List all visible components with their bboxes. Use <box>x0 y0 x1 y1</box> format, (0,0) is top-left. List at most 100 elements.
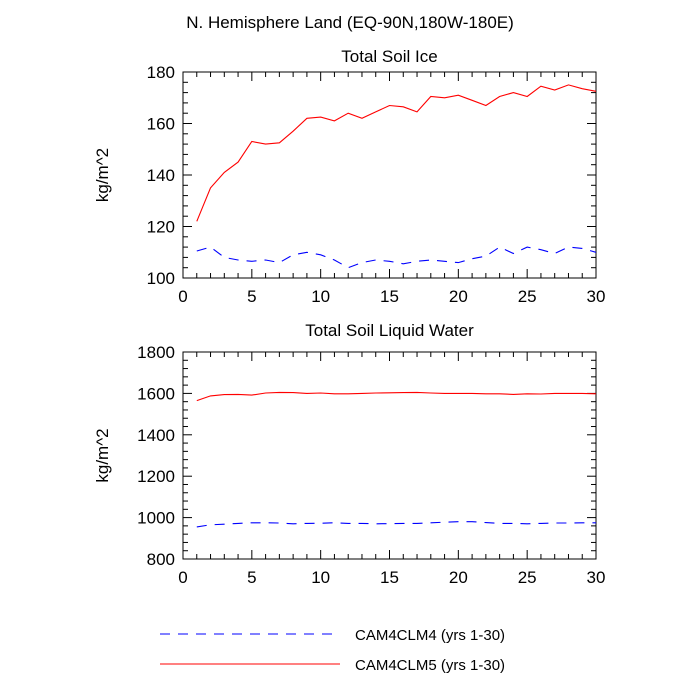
data-point <box>348 267 349 268</box>
data-point <box>472 100 473 101</box>
y-tick-label: 160 <box>147 115 175 134</box>
data-point <box>306 252 307 253</box>
data-point <box>265 144 266 145</box>
data-point <box>485 105 486 106</box>
data-point <box>416 111 417 112</box>
data-point <box>334 259 335 260</box>
panel-title: Total Soil Ice <box>341 47 437 66</box>
data-point <box>403 523 404 524</box>
data-point <box>196 221 197 222</box>
data-point <box>444 393 445 394</box>
series-line-cam4clm5 <box>196 391 597 402</box>
data-point <box>595 252 596 253</box>
data-point <box>554 89 555 90</box>
data-point <box>458 393 459 394</box>
data-point <box>527 523 528 524</box>
data-point <box>430 522 431 523</box>
data-point <box>513 523 514 524</box>
data-point <box>430 392 431 393</box>
data-point <box>540 393 541 394</box>
data-point <box>293 131 294 132</box>
data-point <box>279 392 280 393</box>
data-point <box>224 394 225 395</box>
data-point <box>513 394 514 395</box>
legend: CAM4CLM4 (yrs 1-30) CAM4CLM5 (yrs 1-30) <box>160 627 505 674</box>
data-point <box>568 522 569 523</box>
data-point <box>540 249 541 250</box>
data-point <box>444 522 445 523</box>
data-point <box>403 392 404 393</box>
plot-frame <box>182 71 597 279</box>
data-point <box>265 392 266 393</box>
data-point <box>210 524 211 525</box>
data-point <box>389 105 390 106</box>
data-point <box>582 522 583 523</box>
data-point <box>485 256 486 257</box>
data-point <box>293 523 294 524</box>
data-point <box>513 92 514 93</box>
data-point <box>251 141 252 142</box>
data-point <box>499 96 500 97</box>
data-point <box>306 523 307 524</box>
data-point <box>582 88 583 89</box>
panel-title: Total Soil Liquid Water <box>305 321 474 340</box>
figure-title: N. Hemisphere Land (EQ-90N,180W-180E) <box>186 13 514 32</box>
data-point <box>416 392 417 393</box>
data-point <box>527 247 528 248</box>
data-point <box>210 247 211 248</box>
data-point <box>224 257 225 258</box>
data-point <box>196 250 197 251</box>
data-point <box>361 262 362 263</box>
data-point <box>430 96 431 97</box>
data-point <box>334 120 335 121</box>
y-tick-label: 120 <box>147 218 175 237</box>
data-point <box>293 254 294 255</box>
data-point <box>196 400 197 401</box>
legend-label-cam4clm4: CAM4CLM4 (yrs 1-30) <box>355 627 505 644</box>
data-point <box>224 172 225 173</box>
data-point <box>444 97 445 98</box>
data-point <box>293 392 294 393</box>
data-point <box>554 253 555 254</box>
x-tick-label: 0 <box>178 568 187 587</box>
data-point <box>237 394 238 395</box>
data-point <box>251 522 252 523</box>
data-point <box>237 259 238 260</box>
data-point <box>334 393 335 394</box>
data-point <box>306 393 307 394</box>
series-line-cam4clm5 <box>196 84 597 222</box>
x-tick-label: 0 <box>178 287 187 306</box>
x-tick-label: 30 <box>587 287 606 306</box>
data-point <box>472 521 473 522</box>
plot-frame <box>182 351 597 560</box>
x-tick-label: 5 <box>247 287 256 306</box>
data-point <box>348 113 349 114</box>
data-point <box>595 91 596 92</box>
x-tick-label: 20 <box>449 568 468 587</box>
data-point <box>595 522 596 523</box>
x-tick-label: 15 <box>380 568 399 587</box>
x-tick-label: 10 <box>311 287 330 306</box>
data-point <box>237 162 238 163</box>
panel-total-soil-ice: Total Soil Ice 0 5 10 15 20 25 30 100 120 140 160 18… <box>93 47 605 306</box>
data-point <box>554 522 555 523</box>
y-tick-label: 100 <box>147 269 175 288</box>
y-tick-label: 180 <box>147 63 175 82</box>
data-point <box>416 261 417 262</box>
x-tick-label: 20 <box>449 287 468 306</box>
data-point <box>499 523 500 524</box>
y-axis-label: kg/m^2 <box>93 148 112 202</box>
data-point <box>416 523 417 524</box>
data-point <box>361 523 362 524</box>
data-point <box>320 116 321 117</box>
data-point <box>306 118 307 119</box>
data-point <box>375 111 376 112</box>
data-point <box>361 118 362 119</box>
panel-total-soil-liquid-water: Total Soil Liquid Water 0 5 10 15 20 25 30 800 10… <box>93 321 605 587</box>
data-point <box>485 393 486 394</box>
data-point <box>320 523 321 524</box>
data-point <box>568 393 569 394</box>
data-point <box>499 393 500 394</box>
data-point <box>472 258 473 259</box>
